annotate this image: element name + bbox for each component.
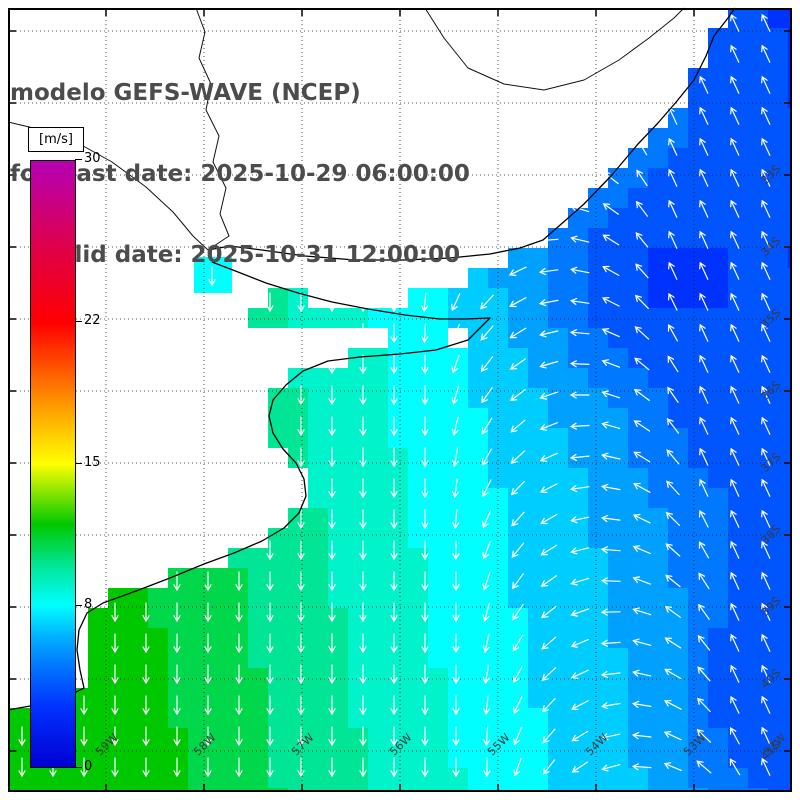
river-uruguay [195,7,230,251]
border-uruguay-brazil [424,7,685,91]
colorbar-tick-0: 0 [75,760,114,774]
colorbar-gradient [30,160,76,768]
latlon-grid [8,8,792,792]
title-block: modelo GEFS-WAVE (NCEP) forecast date: 2… [10,26,470,323]
wind-direction-arrows [18,13,771,778]
colorbar-unit-label: [m/s] [28,127,84,152]
colorbar-tick-8: 8 [75,598,114,612]
colorbar-tick-15: 15 [75,456,114,470]
coastline-south-shore [7,261,491,711]
map-frame [8,8,792,792]
model-title: modelo GEFS-WAVE (NCEP) [10,80,361,106]
axis-ticks [9,9,791,791]
valid-date: valid date: 2025-10-31 12:00:00 [44,242,461,268]
wind-speed-field [8,8,792,792]
colorbar-tick-22: 22 [75,314,114,328]
forecast-date: forecast date: 2025-10-29 06:00:00 [10,161,470,187]
coastline-north-shore [207,7,736,261]
colorbar-tick-30: 30 [75,152,114,166]
